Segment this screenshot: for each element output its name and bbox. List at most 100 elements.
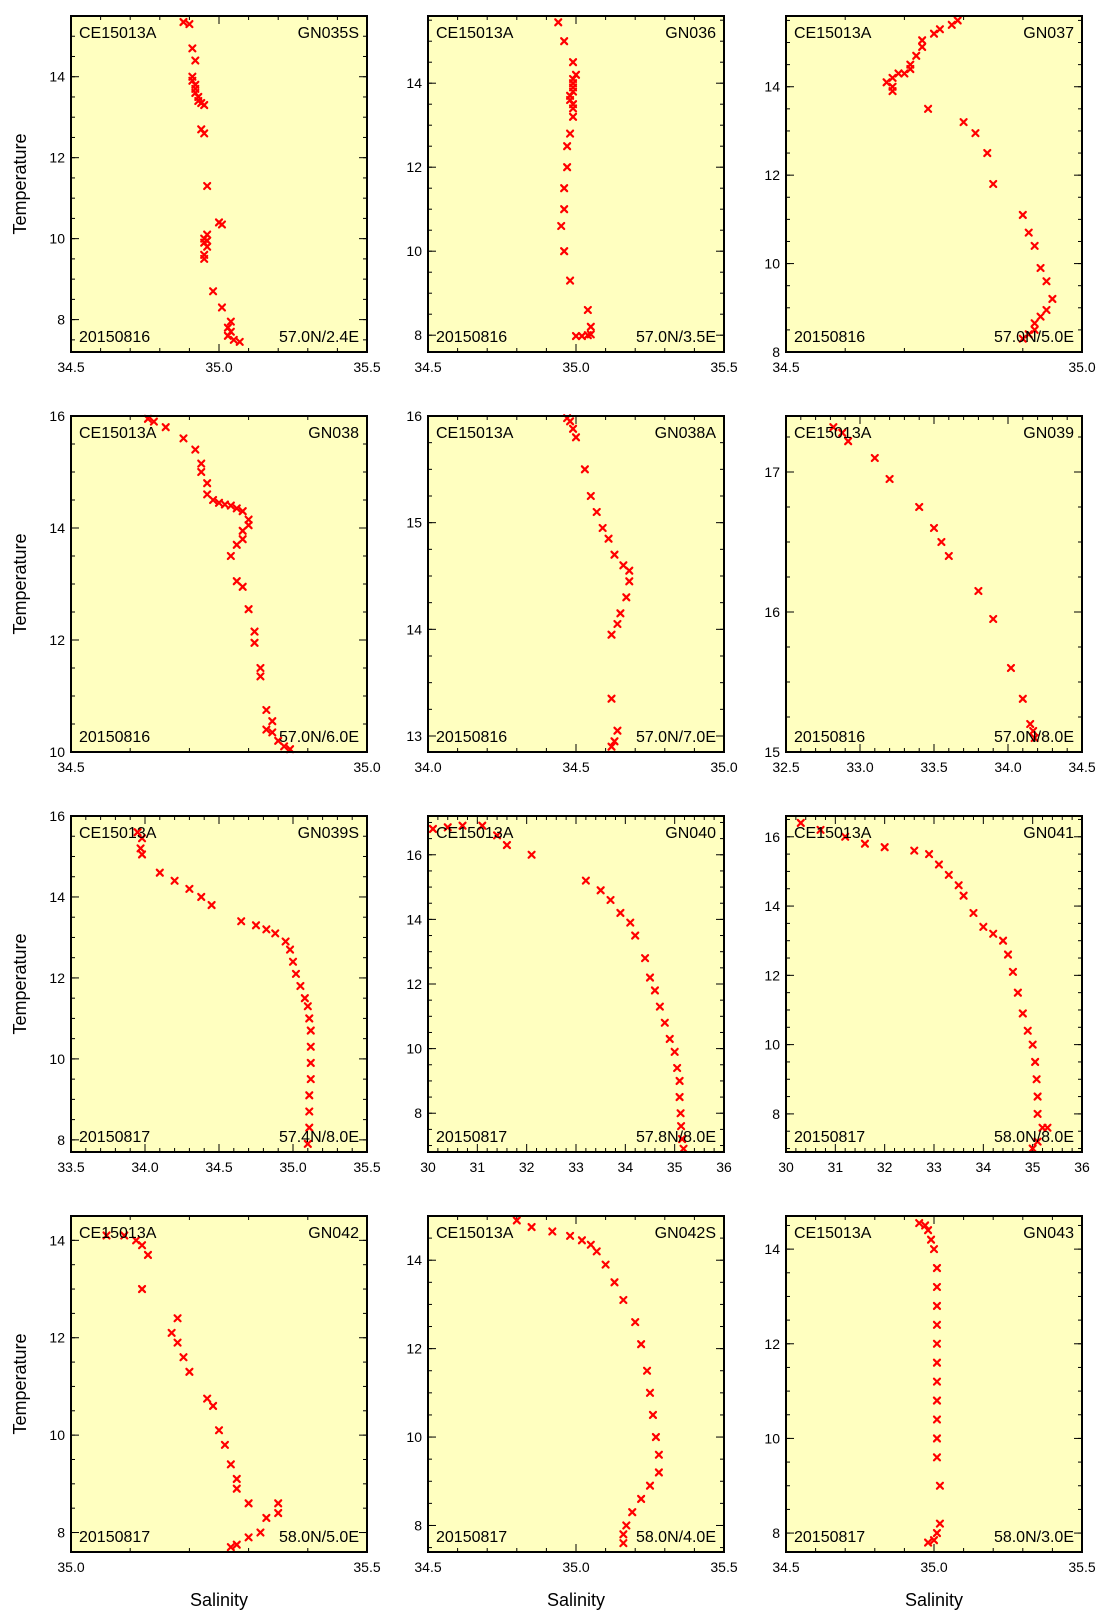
- data-point: [527, 850, 536, 859]
- x-tick-label: 36: [716, 1159, 732, 1175]
- y-tick-label: 8: [57, 1132, 65, 1148]
- data-point: [256, 1528, 265, 1537]
- y-tick-label: 10: [764, 1037, 780, 1053]
- data-point: [281, 937, 290, 946]
- data-point: [143, 1250, 153, 1260]
- panel-gn042s: 34.5 35.0 35.5 8 10 12 14 CE15013A GN042S 2015081…: [406, 1215, 738, 1575]
- cruise-label: CE15013A: [79, 25, 157, 42]
- data-point: [932, 1282, 942, 1292]
- data-point: [959, 891, 968, 900]
- x-tick-label: 34.5: [1068, 759, 1095, 775]
- cruise-label: CE15013A: [436, 425, 514, 442]
- data-point: [1030, 733, 1039, 743]
- data-point: [568, 104, 578, 113]
- y-tick-label: 14: [49, 889, 65, 905]
- y-tick-label: 14: [49, 520, 65, 536]
- data-point: [974, 586, 983, 596]
- position-label: 57.0N/6.0E: [279, 729, 359, 746]
- data-point: [554, 18, 563, 27]
- data-point: [229, 335, 238, 344]
- data-point: [220, 1440, 230, 1449]
- data-point: [250, 638, 259, 647]
- data-point: [1006, 663, 1016, 673]
- data-point: [670, 1047, 679, 1056]
- x-tick-label: 34.5: [772, 359, 799, 375]
- data-point: [563, 163, 572, 172]
- data-point: [880, 843, 889, 852]
- data-point: [179, 17, 188, 27]
- date-label: 20150816: [436, 329, 507, 346]
- data-point: [217, 220, 227, 229]
- data-point: [560, 37, 569, 46]
- data-point: [932, 1377, 942, 1386]
- data-point: [583, 305, 592, 315]
- data-point: [197, 459, 206, 468]
- data-point: [458, 821, 467, 830]
- x-tick-label: 35.0: [710, 759, 737, 775]
- data-point: [586, 330, 595, 339]
- y-tick-label: 12: [764, 967, 780, 983]
- data-point: [932, 1434, 942, 1443]
- data-point: [932, 1320, 942, 1329]
- y-tick-label: 16: [49, 408, 65, 424]
- x-tick-label: 36: [1074, 1159, 1090, 1175]
- data-point: [296, 981, 305, 991]
- data-point: [223, 331, 232, 340]
- data-point: [921, 1221, 930, 1230]
- data-point: [944, 551, 953, 561]
- position-label: 57.8N/8.0E: [636, 1129, 716, 1146]
- y-tick-label: 8: [772, 1525, 780, 1541]
- station-label: GN040: [665, 825, 716, 842]
- data-point: [607, 694, 616, 703]
- y-axis-label: Temperature: [10, 1333, 30, 1434]
- panel-gn039: 32.5 33.0 33.5 34.0 34.5 15 16 17 CE15013A GN039 2…: [764, 415, 1096, 775]
- data-point: [232, 1540, 241, 1549]
- x-tick-label: 32: [877, 1159, 893, 1175]
- data-point: [571, 433, 581, 442]
- data-point: [268, 728, 277, 737]
- data-point: [628, 1508, 637, 1517]
- x-tick-label: 31: [470, 1159, 486, 1175]
- data-point: [237, 917, 246, 926]
- data-point: [191, 56, 200, 65]
- data-point: [271, 929, 280, 938]
- data-point: [197, 467, 206, 477]
- data-point: [262, 725, 271, 734]
- data-point: [860, 839, 870, 848]
- y-tick-label: 13: [406, 728, 422, 744]
- position-label: 57.0N/5.0E: [994, 329, 1074, 346]
- data-point: [557, 221, 566, 231]
- data-point: [1028, 1040, 1037, 1049]
- data-point: [214, 1426, 224, 1435]
- data-point: [565, 1231, 575, 1240]
- data-point: [932, 1263, 942, 1273]
- position-label: 58.0N/5.0E: [279, 1529, 359, 1546]
- plot-area: [428, 16, 724, 352]
- data-point: [660, 1018, 669, 1027]
- x-tick-label: 33: [568, 1159, 584, 1175]
- plot-frame: [427, 15, 725, 353]
- plot-frame: [785, 415, 1083, 753]
- data-point: [870, 453, 879, 463]
- data-point: [675, 1092, 684, 1102]
- data-point: [232, 1484, 241, 1493]
- data-point: [226, 501, 235, 510]
- x-axis-label: Salinity: [190, 1590, 248, 1610]
- data-point: [478, 821, 487, 830]
- data-point: [613, 619, 622, 629]
- data-point: [1030, 319, 1039, 328]
- cruise-label: CE15013A: [79, 425, 157, 442]
- plot-frame: [785, 15, 1083, 353]
- y-tick-label: 12: [764, 1336, 780, 1352]
- data-point: [932, 1358, 942, 1367]
- data-point: [923, 1226, 933, 1235]
- y-axis-label: Temperature: [10, 933, 30, 1034]
- panel-gn037: 34.5 35.0 8 10 12 14 CE15013A GN037 20150816 57.0…: [764, 15, 1096, 375]
- position-label: 58.0N/4.0E: [636, 1529, 716, 1546]
- data-point: [844, 437, 853, 446]
- data-point: [226, 1460, 235, 1469]
- data-point: [655, 1002, 664, 1011]
- data-point: [305, 1091, 314, 1100]
- data-point: [306, 1026, 315, 1035]
- data-point: [232, 504, 241, 513]
